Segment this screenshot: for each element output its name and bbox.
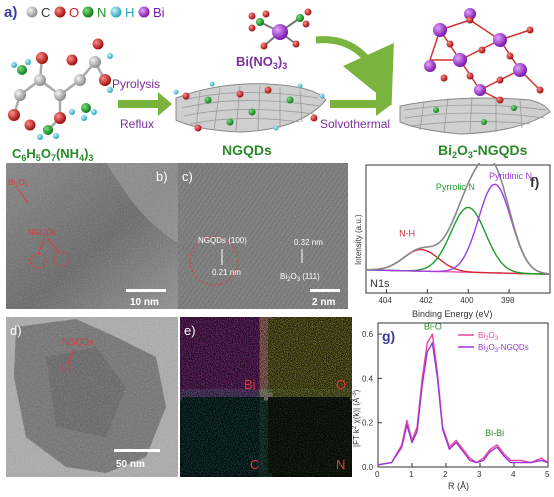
panel-d-label: d) <box>10 323 22 338</box>
legend-o-icon <box>54 6 66 18</box>
legend-composite-label: Bi2O3-NGQDs <box>478 343 529 354</box>
reagent-formula: Bi(NO3)3 <box>236 54 287 71</box>
chart-g-xtick-label: 1 <box>409 470 414 479</box>
pyrolysis-arrow <box>118 92 172 116</box>
chart-g-ytick-label: 0.4 <box>362 374 374 383</box>
ngqd-sheet-icon <box>173 81 327 133</box>
panel-c-ngqd-spacing: 0.21 nm <box>212 268 241 277</box>
panel-e-label: e) <box>184 323 196 338</box>
eds-label-o: O <box>336 377 346 392</box>
chart-f-peak-label-2: Pyridinic N <box>489 171 532 181</box>
eds-label-bi: Bi <box>244 377 256 392</box>
legend-bi-label: Bi <box>153 5 165 20</box>
eds-label-n: N <box>336 457 345 472</box>
solvothermal-arrow <box>330 92 392 116</box>
bi2o3-ngqd-product-icon <box>399 8 551 135</box>
legend-bi-icon <box>138 6 150 18</box>
chart-f-panel-label: f) <box>530 174 539 190</box>
panel-d-scale-label: 50 nm <box>116 459 145 470</box>
chart-f-xtick-label: 400 <box>460 296 474 305</box>
solvothermal-curved-arrow <box>315 36 394 106</box>
chart-g-ytick-label: 0.0 <box>362 463 374 472</box>
precursor-formula: C6H5O7(NH4)3 <box>12 146 93 163</box>
step1-bottom-label: Reflux <box>120 117 154 131</box>
product-formula: Bi2O3-NGQDs <box>438 142 528 160</box>
chart-g-ylabel: |FT k2 χ(k)| (Å-3) <box>352 389 361 447</box>
chart-g-xtick-label: 3 <box>477 470 482 479</box>
legend-c-icon <box>26 6 38 18</box>
panel-c-bi2o3-spacing: 0.32 nm <box>294 238 323 247</box>
legend-h-label: H <box>125 5 134 20</box>
chart-g-annotation-1: Bi-Bi <box>485 428 504 438</box>
panel-c-scale-bar <box>310 289 340 292</box>
chart-f-xtick-label: 404 <box>378 296 392 305</box>
chart-f-xlabel: Binding Energy (eV) <box>412 309 493 319</box>
legend-n-label: N <box>97 5 106 20</box>
eds-panel-e: e) Bi O C N <box>180 317 352 477</box>
chart-g-legend: Bi2O3 Bi2O3-NGQDs <box>458 331 529 354</box>
legend-n-icon <box>82 6 94 18</box>
chart-f-xtick-label: 398 <box>501 296 515 305</box>
scheme-svg: a) C O N H Bi <box>4 4 551 163</box>
panel-c-label: c) <box>182 169 193 184</box>
legend-bi2o3-label: Bi2O3 <box>478 331 499 342</box>
exafs-chart-g: g) |FT k2 χ(k)| (Å-3) R (Å) Bi2O3 Bi2O3-… <box>352 319 552 492</box>
chart-g-series-1 <box>377 342 549 466</box>
xps-chart-f: f) Intensity (a.u.) Binding Energy (eV) … <box>352 156 552 319</box>
tem-panel-b: b) Bi2O3 NGQDs 10 nm <box>6 163 178 309</box>
legend-o-label: O <box>69 5 79 20</box>
chart-g-panel-label: g) <box>382 328 395 344</box>
scheme-panel-a: a) C O N H Bi <box>0 0 554 165</box>
chart-f-envelope <box>366 156 550 275</box>
panel-b-ngqds-annotation: NGQDs <box>28 228 56 237</box>
chart-f-peak-label-1: Pyrrolic N <box>436 182 475 192</box>
chart-g-xtick-label: 0 <box>375 470 380 479</box>
panel-c-scale-label: 2 nm <box>312 297 335 308</box>
tem-panel-d: d) NGQDs 50 nm <box>6 317 178 477</box>
chart-g-xlabel: R (Å) <box>448 481 469 491</box>
chart-f-ylabel: Intensity (a.u.) <box>354 214 363 265</box>
panel-b-bi2o3-annotation: Bi2O3 <box>8 178 29 189</box>
panel-c-bi2o3-plane: Bi2O3 (111) <box>280 272 320 283</box>
eds-label-c: C <box>250 457 259 472</box>
chart-g-xtick-label: 2 <box>443 470 448 479</box>
ngqds-label: NGQDs <box>222 142 272 158</box>
panel-d-scale-bar <box>114 449 160 452</box>
step2-label: Solvothermal <box>320 117 390 131</box>
chart-g-ytick-label: 0.2 <box>362 419 374 428</box>
legend-h-icon <box>110 6 122 18</box>
atom-legend: C O N H Bi <box>26 5 165 20</box>
panel-b-label: b) <box>156 169 168 184</box>
bismuth-nitrate-molecule <box>248 8 312 50</box>
chart-g-xtick-label: 5 <box>545 470 550 479</box>
panel-b-scale-label: 10 nm <box>130 297 159 308</box>
panel-b-scale-bar <box>126 289 166 292</box>
panel-c-ngqd-plane: NGQDs (100) <box>198 236 247 245</box>
chart-g-xtick-label: 4 <box>511 470 516 479</box>
chart-f-corner-label: N1s <box>370 278 390 290</box>
hrtem-panel-c: c) NGQDs (100) 0.21 nm 0.32 nm Bi2O3 (11… <box>178 163 348 309</box>
chart-g-annotation-0: Bi-O <box>424 322 442 332</box>
panel-d-ngqds-annotation: NGQDs <box>62 337 94 347</box>
ammonium-citrate-molecule <box>8 38 113 140</box>
chart-g-ytick-label: 0.6 <box>362 330 374 339</box>
panel-a-label: a) <box>4 4 17 21</box>
chart-f-xtick-label: 402 <box>419 296 433 305</box>
legend-c-label: C <box>41 5 50 20</box>
step1-top-label: Pyrolysis <box>112 77 160 91</box>
chart-f-peak-label-0: N-H <box>399 228 415 238</box>
